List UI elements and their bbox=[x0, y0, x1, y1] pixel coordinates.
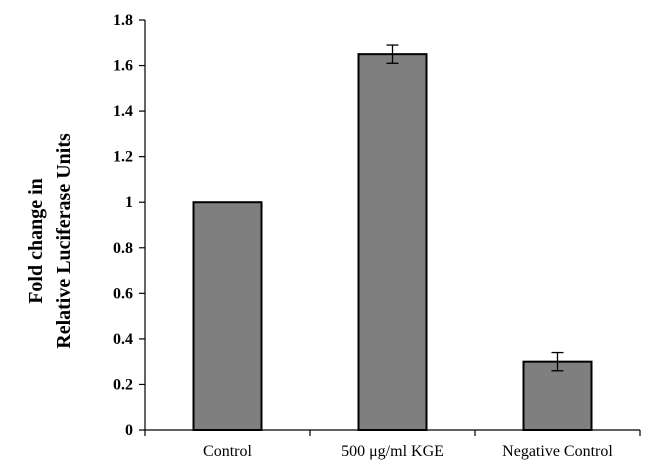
y-tick-label: 1.2 bbox=[113, 149, 133, 166]
y-axis-title: Fold change in Relative Luciferase Units bbox=[25, 133, 75, 349]
bar bbox=[192, 201, 263, 431]
error-bar bbox=[551, 351, 564, 372]
y-axis-title-line-2: Relative Luciferase Units bbox=[53, 133, 75, 349]
x-tick-label: Negative Control bbox=[502, 443, 613, 460]
y-tick-label: 0.4 bbox=[113, 331, 133, 348]
y-tick-label: 0 bbox=[125, 422, 133, 439]
x-tick-labels: Control 500 μg/ml KGE Negative Control bbox=[203, 443, 613, 460]
error-bars bbox=[386, 44, 564, 372]
y-axis: 0 0.2 0.4 0.6 0.8 1 1.2 1.4 1.6 1.8 bbox=[113, 12, 146, 439]
y-tick-label: 0.6 bbox=[113, 285, 133, 302]
error-bar bbox=[386, 44, 399, 64]
bars bbox=[192, 53, 593, 432]
bar bbox=[522, 360, 593, 431]
y-tick-label: 1.8 bbox=[113, 12, 133, 29]
y-tick-label: 1.6 bbox=[113, 58, 133, 75]
bar bbox=[357, 53, 428, 432]
y-tick-label: 1.4 bbox=[113, 103, 133, 120]
x-tick-label: Control bbox=[203, 443, 252, 460]
x-tick-label: 500 μg/ml KGE bbox=[341, 443, 444, 460]
y-tick-label: 0.8 bbox=[113, 240, 133, 257]
y-tick-label: 0.2 bbox=[113, 376, 133, 393]
y-axis-title-line-1: Fold change in bbox=[25, 178, 47, 304]
y-tick-label: 1 bbox=[125, 194, 133, 211]
